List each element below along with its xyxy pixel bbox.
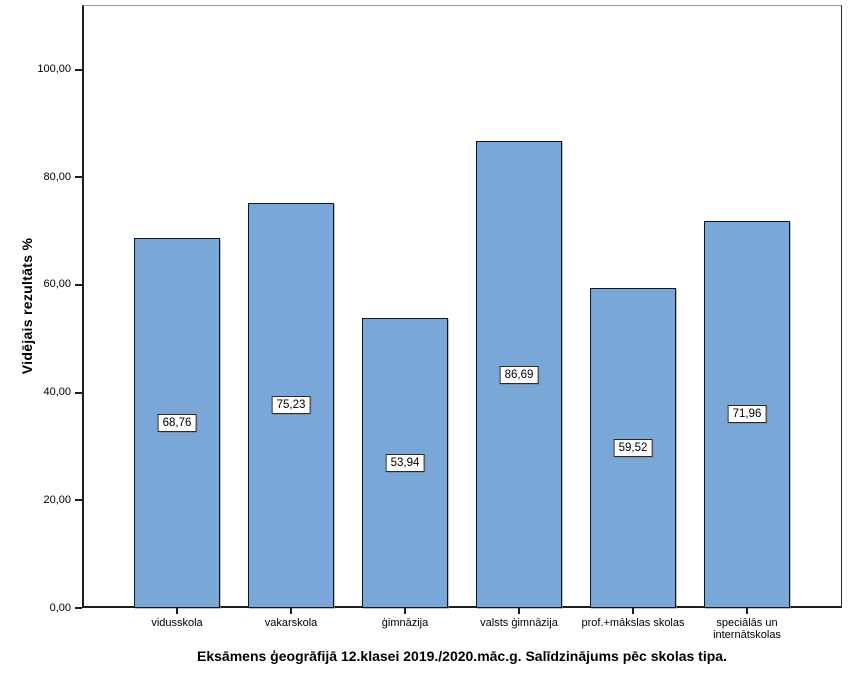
y-tick-mark xyxy=(75,283,82,286)
x-category-label: ģimnāzija xyxy=(381,617,429,629)
x-tick-mark xyxy=(176,608,178,614)
bar-value-label: 68,76 xyxy=(157,413,197,432)
x-tick-mark xyxy=(404,608,406,614)
y-tick-label: 80,00 xyxy=(43,170,71,183)
x-tick-mark xyxy=(290,608,292,614)
x-category-label: valsts ģimnāzija xyxy=(480,617,558,629)
x-category-label: vidusskola xyxy=(151,617,203,629)
x-category-label: vakarskola xyxy=(264,617,318,629)
bar-value-label: 53,94 xyxy=(385,453,425,472)
y-tick-label: 40,00 xyxy=(43,386,71,399)
x-tick-mark xyxy=(632,608,634,614)
y-tick-mark xyxy=(75,607,82,609)
y-tick-mark xyxy=(75,68,82,71)
x-category-label: prof.+mākslas skolas xyxy=(581,617,685,629)
y-tick-mark xyxy=(75,499,82,502)
y-tick-mark xyxy=(75,391,82,394)
y-tick-label: 60,00 xyxy=(43,278,71,291)
y-tick-mark xyxy=(75,176,82,179)
bar-value-label: 71,96 xyxy=(727,405,767,424)
y-tick-label: 0,00 xyxy=(49,601,71,614)
y-tick-label: 100,00 xyxy=(37,63,71,76)
x-tick-mark xyxy=(518,608,520,614)
x-category-label: speciālās un internātskolas xyxy=(713,617,781,641)
bar-value-label: 75,23 xyxy=(271,396,311,415)
x-tick-mark xyxy=(746,608,748,614)
y-axis-title: Vidējais rezultāts % xyxy=(19,237,35,375)
bar-value-label: 86,69 xyxy=(499,365,539,384)
chart-title: Eksāmens ģeogrāfijā 12.klasei 2019./2020… xyxy=(197,648,727,664)
y-tick-label: 20,00 xyxy=(43,493,71,506)
bar-value-label: 59,52 xyxy=(613,438,653,457)
